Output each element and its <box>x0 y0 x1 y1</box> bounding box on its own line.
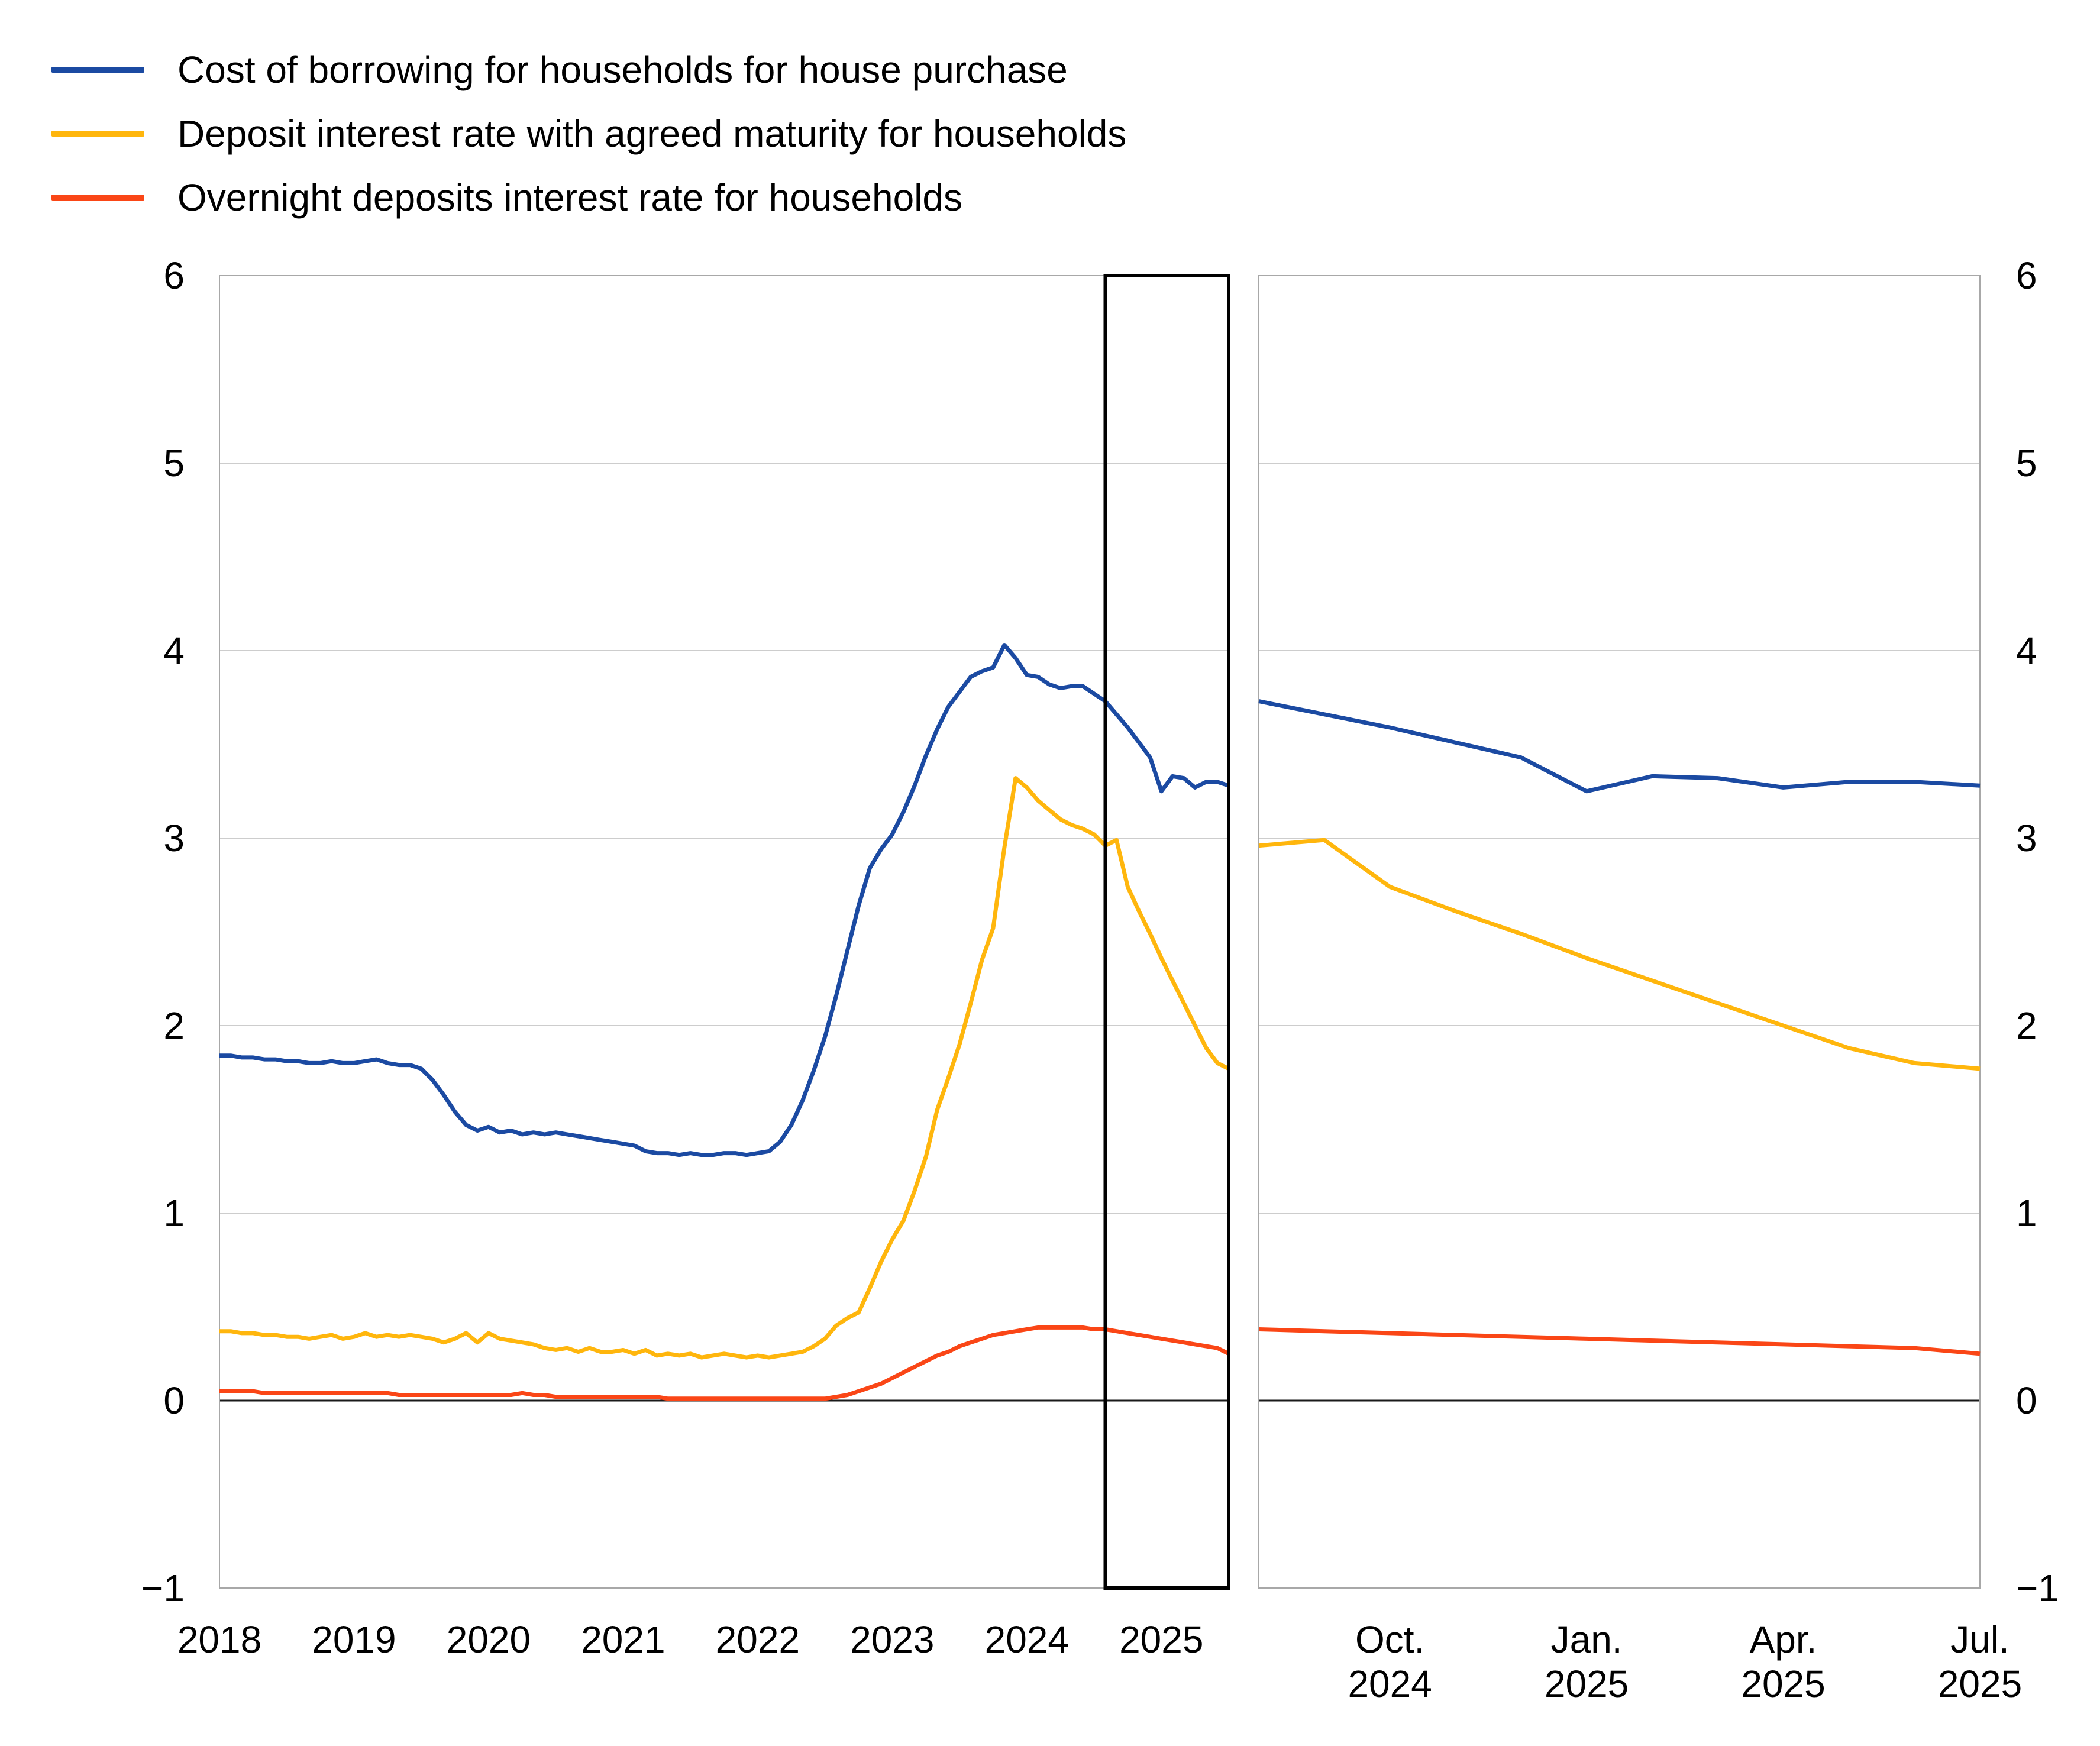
series-line-right-1 <box>1258 838 1981 1071</box>
x-tick-label-left: 2024 <box>984 1618 1069 1661</box>
x-tick-label-right: Apr. 2025 <box>1741 1618 1826 1705</box>
y-tick-label-left: −1 <box>141 1567 185 1609</box>
x-tick-label-left: 2018 <box>177 1618 262 1661</box>
series-line-left-1 <box>219 776 1230 1360</box>
highlight-box <box>1103 274 1230 1590</box>
x-tick-label-right: Oct. 2024 <box>1348 1618 1432 1705</box>
y-tick-label-right: 2 <box>2016 1004 2037 1047</box>
x-tick-label-left: 2023 <box>850 1618 935 1661</box>
legend: Cost of borrowing for households for hou… <box>51 38 1126 229</box>
y-tick-label-right: 4 <box>2016 629 2037 672</box>
legend-swatch-blue-icon <box>51 67 144 73</box>
x-tick-label-right: Jan. 2025 <box>1544 1618 1629 1705</box>
legend-label: Cost of borrowing for households for hou… <box>177 48 1068 91</box>
x-tick-label-right: Jul. 2025 <box>1937 1618 2023 1705</box>
legend-label: Overnight deposits interest rate for hou… <box>177 176 962 219</box>
series-line-right-0 <box>1258 699 1981 794</box>
series-line-left-0 <box>219 643 1230 1157</box>
series-line-left-2 <box>219 1325 1230 1401</box>
x-tick-label-left: 2020 <box>446 1618 531 1661</box>
x-tick-label-left: 2022 <box>715 1618 800 1661</box>
legend-item-cost-of-borrowing: Cost of borrowing for households for hou… <box>51 38 1126 102</box>
y-tick-label-left: 1 <box>163 1192 185 1234</box>
y-tick-label-left: 5 <box>163 442 185 484</box>
x-tick-label-left: 2025 <box>1119 1618 1204 1661</box>
y-tick-label-right: 0 <box>2016 1379 2037 1422</box>
y-tick-label-right: 6 <box>2016 254 2037 297</box>
series-line-right-2 <box>1258 1327 1981 1356</box>
x-tick-label-left: 2019 <box>312 1618 396 1661</box>
y-tick-label-left: 6 <box>163 254 185 297</box>
y-tick-label-right: 1 <box>2016 1192 2037 1234</box>
legend-label: Deposit interest rate with agreed maturi… <box>177 112 1127 155</box>
y-tick-label-left: 0 <box>163 1379 185 1422</box>
panel-border-right <box>1258 275 1981 1589</box>
y-tick-label-right: −1 <box>2016 1567 2059 1609</box>
legend-swatch-yellow-icon <box>51 131 144 137</box>
y-tick-label-left: 4 <box>163 629 185 672</box>
legend-item-deposit-agreed-maturity: Deposit interest rate with agreed maturi… <box>51 102 1126 166</box>
x-tick-label-left: 2021 <box>581 1618 665 1661</box>
legend-item-overnight-deposits: Overnight deposits interest rate for hou… <box>51 166 1126 229</box>
legend-swatch-red-icon <box>51 195 144 201</box>
y-tick-label-right: 3 <box>2016 817 2037 859</box>
y-tick-label-left: 2 <box>163 1004 185 1047</box>
y-tick-label-left: 3 <box>163 817 185 859</box>
y-tick-label-right: 5 <box>2016 442 2037 484</box>
